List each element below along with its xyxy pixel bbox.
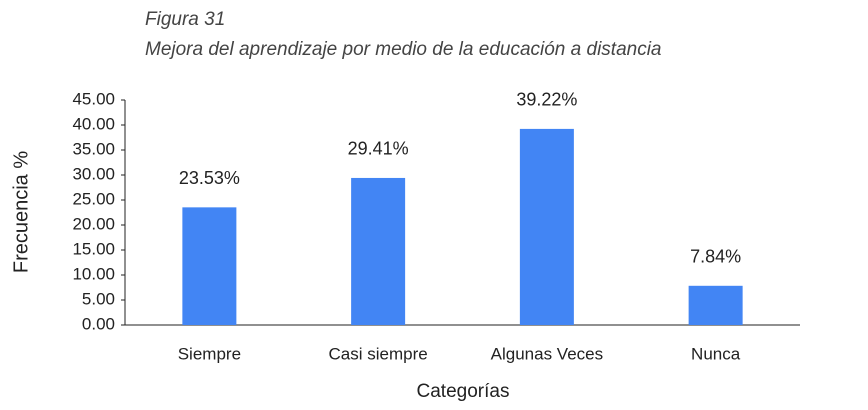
- data-label: 7.84%: [690, 247, 741, 267]
- y-tick-label: 5.00: [82, 289, 115, 308]
- bar: [688, 285, 743, 325]
- y-tick-label: 25.00: [72, 189, 115, 208]
- y-axis-label: Frecuencia %: [10, 151, 32, 273]
- chart-title: Figura 31: [145, 9, 225, 30]
- data-label: 23.53%: [179, 168, 240, 188]
- y-tick-label: 0.00: [82, 314, 115, 333]
- bar: [519, 128, 574, 325]
- bar: [182, 207, 237, 325]
- y-tick-label: 35.00: [72, 139, 115, 158]
- y-tick-label: 45.00: [72, 89, 115, 108]
- x-axis-label: Categorías: [417, 381, 510, 402]
- y-tick-label: 40.00: [72, 114, 115, 133]
- x-tick-label: Algunas Veces: [491, 344, 603, 363]
- y-tick-label: 30.00: [72, 164, 115, 183]
- y-tick-label: 10.00: [72, 264, 115, 283]
- y-tick-label: 15.00: [72, 239, 115, 258]
- bar: [351, 177, 406, 325]
- y-tick-label: 20.00: [72, 214, 115, 233]
- x-tick-label: Nunca: [691, 344, 741, 363]
- data-label: 39.22%: [516, 90, 577, 110]
- data-label: 29.41%: [348, 139, 409, 159]
- x-tick-label: Siempre: [178, 344, 241, 363]
- x-tick-label: Casi siempre: [329, 344, 428, 363]
- chart-subtitle: Mejora del aprendizaje por medio de la e…: [145, 39, 662, 60]
